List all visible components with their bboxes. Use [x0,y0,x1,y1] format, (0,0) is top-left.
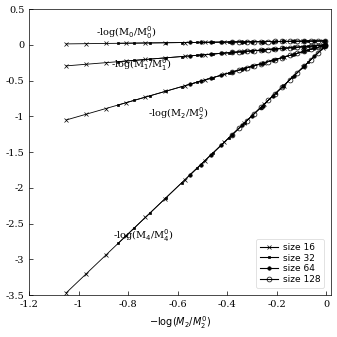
Text: -log(M$_1$/M$_1^0$): -log(M$_1$/M$_1^0$) [111,57,171,73]
Text: -log(M$_4$/M$_4^0$): -log(M$_4$/M$_4^0$) [114,227,174,244]
Text: -log(M$_2$/M$_2^0$): -log(M$_2$/M$_2^0$) [148,105,208,122]
Legend: size 16, size 32, size 64, size 128: size 16, size 32, size 64, size 128 [256,239,324,288]
Text: -log(M$_0$/M$_0^0$): -log(M$_0$/M$_0^0$) [96,24,156,41]
X-axis label: $-\log(M_2/M_2^0)$: $-\log(M_2/M_2^0)$ [149,315,211,332]
